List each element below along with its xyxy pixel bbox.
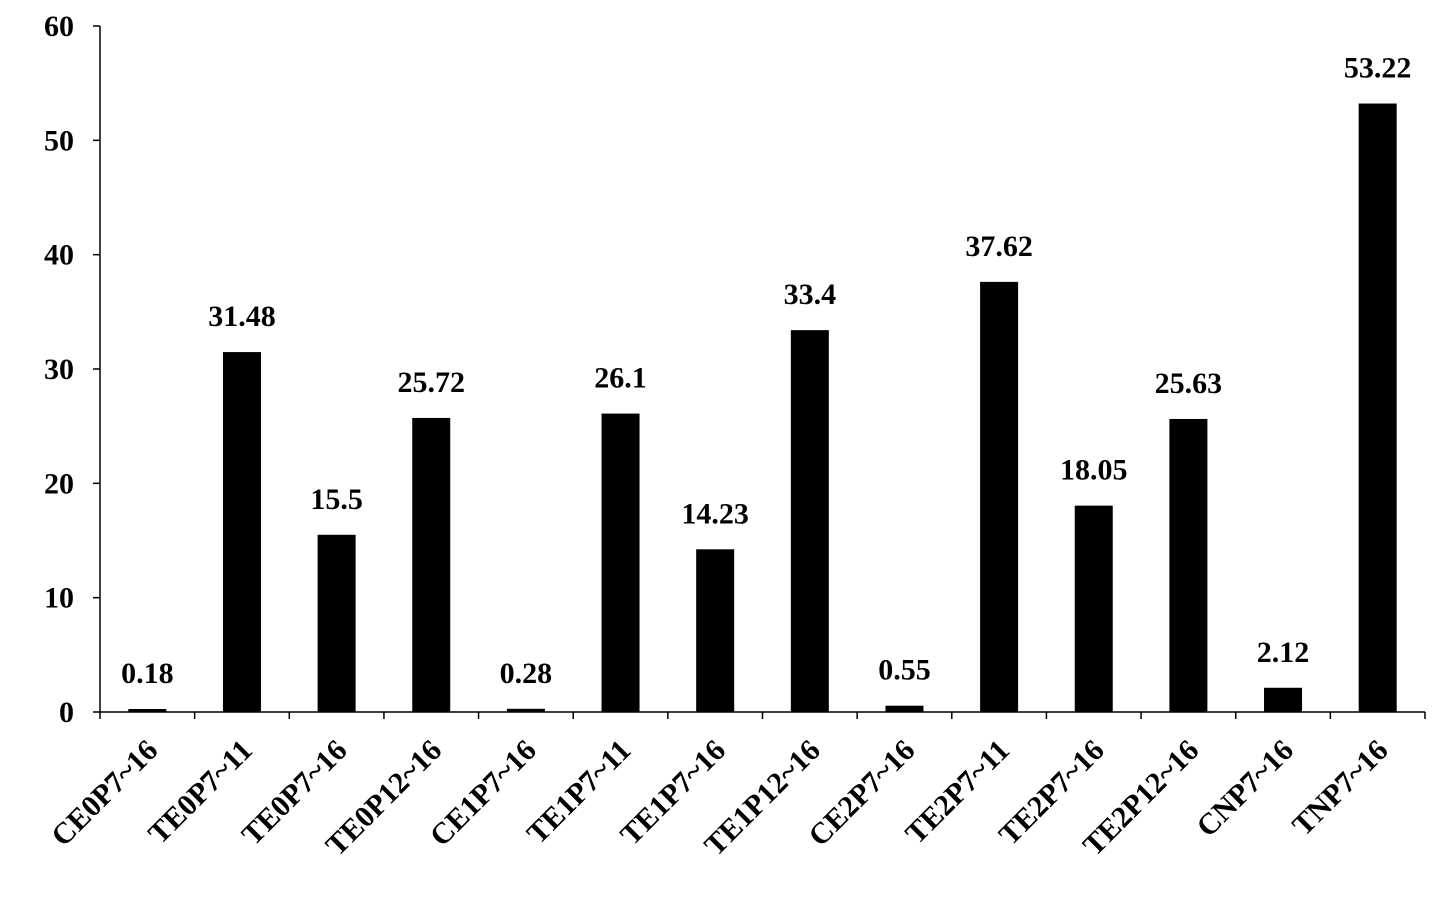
bar-value-label: 14.23 (681, 497, 749, 530)
bar (1074, 505, 1113, 712)
bar (980, 281, 1019, 712)
y-tick-label: 40 (44, 239, 74, 272)
bar-value-label: 25.72 (398, 366, 466, 399)
bar (506, 708, 545, 712)
bar (1169, 418, 1208, 712)
bar (885, 705, 924, 712)
bar-value-labels: 0.18 31.48 15.5 25.72 0.28 26.1 14.23 33.4 0.55 3… (121, 52, 1411, 690)
y-tick-label: 20 (44, 467, 74, 500)
y-tick-label: 0 (59, 696, 74, 729)
x-axis (99, 711, 1426, 719)
bar (1264, 687, 1303, 712)
category-labels: CE0P7~16TE0P7~11TE0P7~16TE0P12~16CE1P7~1… (45, 734, 1395, 863)
bar (790, 330, 829, 712)
category-label: CNP7~16 (1190, 734, 1300, 844)
bar (128, 709, 167, 712)
bar-value-label: 25.63 (1155, 367, 1223, 400)
bar-value-label: 0.55 (878, 654, 931, 687)
bar-value-label: 33.4 (784, 278, 837, 311)
y-tick-label: 60 (44, 10, 74, 43)
bars (128, 103, 1397, 712)
category-label: CE0P7~16 (45, 734, 164, 853)
bar-value-label: 15.5 (310, 483, 363, 516)
bar-value-label: 37.62 (965, 230, 1033, 263)
bar-value-label: 2.12 (1257, 636, 1310, 669)
bar-value-label: 26.1 (594, 362, 647, 395)
y-axis: 0 10 20 30 40 50 60 (44, 10, 101, 729)
y-tick-label: 10 (44, 582, 74, 615)
bar (317, 534, 356, 712)
bar (601, 413, 640, 712)
y-tick-label: 50 (44, 124, 74, 157)
bar-value-label: 0.18 (121, 657, 174, 690)
bar-value-label: 31.48 (208, 300, 276, 333)
category-label: TNP7~16 (1286, 734, 1395, 843)
bar-value-label: 0.28 (500, 657, 553, 690)
bar (222, 352, 261, 712)
bar (412, 417, 451, 712)
bar-value-label: 18.05 (1060, 454, 1128, 487)
bar (1358, 103, 1397, 712)
bar-value-label: 53.22 (1344, 52, 1412, 85)
y-tick-label: 30 (44, 353, 74, 386)
bar (696, 549, 735, 712)
